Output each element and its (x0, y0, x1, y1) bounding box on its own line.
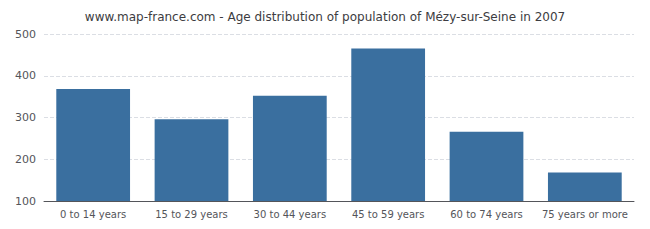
svg-text:30 to 44 years: 30 to 44 years (254, 209, 327, 220)
svg-text:75 years or more: 75 years or more (542, 209, 628, 220)
svg-text:45 to 59 years: 45 to 59 years (352, 209, 425, 220)
svg-text:200: 200 (15, 153, 36, 166)
svg-text:400: 400 (15, 69, 36, 82)
svg-text:0 to 14 years: 0 to 14 years (60, 209, 126, 220)
svg-text:15 to 29 years: 15 to 29 years (155, 209, 228, 220)
svg-text:100: 100 (15, 195, 36, 208)
svg-text:60 to 74 years: 60 to 74 years (450, 209, 523, 220)
svg-text:www.map-france.com - Age distr: www.map-france.com - Age distribution of… (85, 10, 565, 24)
svg-text:300: 300 (15, 111, 36, 124)
svg-text:500: 500 (15, 28, 36, 41)
